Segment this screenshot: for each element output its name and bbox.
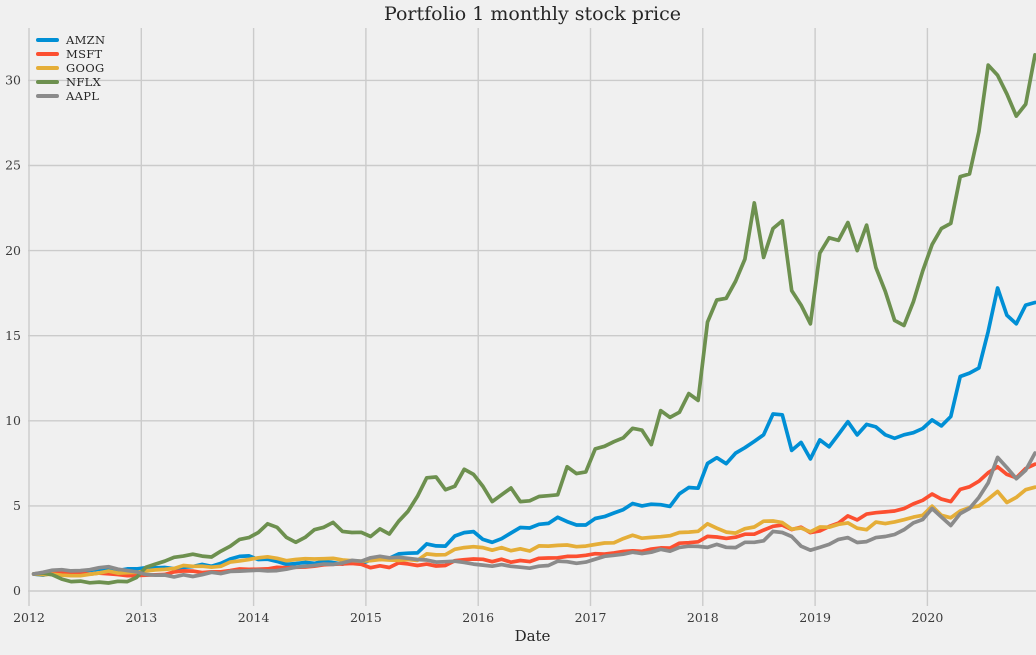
series-line-nflx (31, 53, 1036, 585)
x-tick-label-2015: 2015 (350, 610, 382, 625)
legend-label-msft: MSFT (66, 47, 103, 61)
legend-item-aapl: AAPL (36, 89, 105, 103)
y-tick-label-15: 15 (5, 328, 21, 343)
x-tick-label-2016: 2016 (462, 610, 494, 625)
legend-item-goog: GOOG (36, 61, 105, 75)
y-tick-label-5: 5 (13, 498, 21, 513)
y-tick-label-20: 20 (5, 243, 21, 258)
series-line-amzn (31, 286, 1036, 578)
y-tick-label-10: 10 (5, 413, 21, 428)
legend-swatch-goog (36, 65, 59, 71)
legend-swatch-msft (36, 51, 59, 57)
legend-item-nflx: NFLX (36, 75, 105, 89)
series-line-goog (31, 485, 1036, 578)
x-tick-label-2012: 2012 (13, 610, 45, 625)
legend-label-aapl: AAPL (66, 89, 100, 103)
y-tick-label-25: 25 (5, 158, 21, 173)
series-line-aapl (31, 451, 1036, 579)
legend: AMZN MSFT GOOG NFLX AAPL (36, 33, 105, 103)
x-tick-label-2013: 2013 (125, 610, 157, 625)
x-tick-label-2019: 2019 (799, 610, 831, 625)
legend-label-goog: GOOG (66, 61, 105, 75)
legend-item-amzn: AMZN (36, 33, 105, 47)
legend-swatch-nflx (36, 79, 59, 85)
x-tick-label-2017: 2017 (575, 610, 607, 625)
legend-item-msft: MSFT (36, 47, 105, 61)
chart-title: Portfolio 1 monthly stock price (383, 3, 682, 25)
x-tick-label-2018: 2018 (687, 610, 719, 625)
x-axis-label: Date (514, 627, 551, 645)
y-tick-label-0: 0 (13, 583, 21, 598)
y-tick-label-30: 30 (5, 73, 21, 88)
legend-label-amzn: AMZN (66, 33, 106, 47)
legend-swatch-aapl (36, 93, 59, 99)
legend-swatch-amzn (36, 37, 59, 43)
legend-label-nflx: NFLX (66, 75, 102, 89)
x-tick-label-2014: 2014 (238, 610, 270, 625)
series-line-msft (31, 462, 1036, 578)
x-tick-label-2020: 2020 (911, 610, 943, 625)
